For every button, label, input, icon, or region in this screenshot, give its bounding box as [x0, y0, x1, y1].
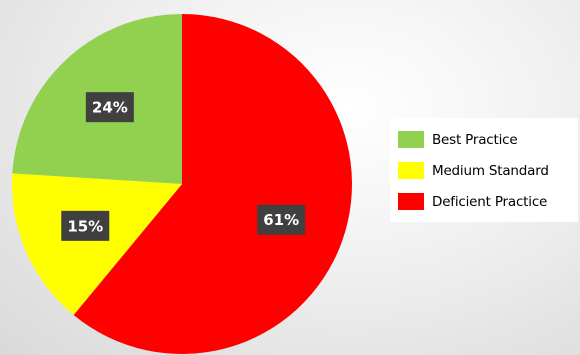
data-label-box [257, 204, 306, 235]
legend-swatch-deficient-practice [398, 193, 424, 210]
pie-slices [12, 14, 352, 354]
pie-data-labels: 61% 15% 24% [61, 92, 306, 241]
data-label-box [85, 92, 134, 123]
data-label-text: 61% [263, 211, 299, 229]
legend-item-medium-standard: Medium Standard [398, 155, 574, 186]
legend-item-best-practice: Best Practice [398, 124, 574, 155]
legend-label-deficient-practice: Deficient Practice [432, 193, 548, 210]
data-label-best-practice: 24% [85, 92, 134, 123]
pie-chart: 61% 15% 24% [12, 14, 352, 354]
legend-swatch-best-practice [398, 131, 424, 148]
data-label-deficient-practice: 61% [257, 204, 306, 235]
legend-item-deficient-practice: Deficient Practice [398, 186, 574, 217]
legend-label-best-practice: Best Practice [432, 131, 518, 148]
data-label-box [61, 210, 110, 241]
data-label-medium-standard: 15% [61, 210, 110, 241]
legend-swatch-medium-standard [398, 162, 424, 179]
legend-label-medium-standard: Medium Standard [432, 162, 549, 179]
data-label-text: 24% [92, 99, 128, 117]
data-label-text: 15% [67, 217, 103, 235]
pie-slice-medium-standard [12, 173, 182, 315]
pie-slice-deficient-practice [73, 14, 352, 354]
chart-legend: Best Practice Medium Standard Deficient … [390, 118, 578, 222]
